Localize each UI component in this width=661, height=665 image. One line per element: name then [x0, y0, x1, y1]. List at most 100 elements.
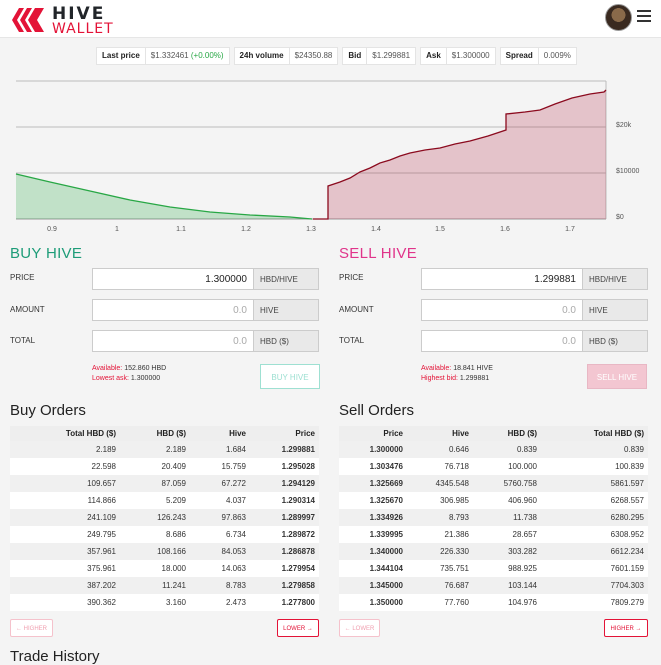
sell-orders-prev-button[interactable]: ← LOWER [339, 619, 380, 637]
table-row[interactable]: 1.303476 76.718 100.000 100.839 [339, 458, 648, 475]
table-cell: 11.241 [120, 577, 190, 594]
table-row[interactable]: 375.961 18.000 14.063 1.279954 [10, 560, 319, 577]
table-cell: 1.350000 [339, 594, 407, 611]
sell-hive-title: SELL HIVE [339, 245, 418, 262]
table-row[interactable]: 387.202 11.241 8.783 1.279858 [10, 577, 319, 594]
table-row[interactable]: 109.657 87.059 67.272 1.294129 [10, 475, 319, 492]
table-cell: 8.686 [120, 526, 190, 543]
hive-wallet-logo[interactable]: HIVE WALLET [10, 4, 130, 37]
sell-hive-button[interactable]: SELL HIVE [587, 364, 647, 389]
table-cell: 2.473 [190, 594, 250, 611]
column-header: Total HBD ($) [10, 426, 120, 441]
column-header: HBD ($) [120, 426, 190, 441]
table-cell: 1.277800 [250, 594, 319, 611]
column-header: Hive [190, 426, 250, 441]
table-row[interactable]: 2.189 2.189 1.684 1.299881 [10, 441, 319, 458]
table-row[interactable]: 1.300000 0.646 0.839 0.839 [339, 441, 648, 458]
table-cell: 15.759 [190, 458, 250, 475]
table-cell: 1.344104 [339, 560, 407, 577]
sell-total-input[interactable]: 0.0 [421, 330, 583, 352]
table-cell: 375.961 [10, 560, 120, 577]
sell-available-value[interactable]: 18.841 HIVE [453, 365, 493, 372]
table-cell: 22.598 [10, 458, 120, 475]
table-row[interactable]: 357.961 108.166 84.053 1.286878 [10, 543, 319, 560]
buy-amount-input[interactable]: 0.0 [92, 299, 254, 321]
x-tick-label: 1.3 [306, 226, 316, 233]
buy-available-label: Available: [92, 365, 123, 372]
table-row[interactable]: 249.795 8.686 6.734 1.289872 [10, 526, 319, 543]
sell-orders-next-button[interactable]: HIGHER → [604, 619, 648, 637]
table-cell: 14.063 [190, 560, 250, 577]
sell-price-unit: HBD/HIVE [583, 268, 648, 290]
sell-amount-unit: HIVE [583, 299, 648, 321]
table-cell: 1.325670 [339, 492, 407, 509]
buy-available-value[interactable]: 152.860 HBD [124, 365, 167, 372]
table-row[interactable]: 1.350000 77.760 104.976 7809.279 [339, 594, 648, 611]
table-cell: 28.657 [473, 526, 541, 543]
table-row[interactable]: 1.339995 21.386 28.657 6308.952 [339, 526, 648, 543]
table-cell: 4345.548 [407, 475, 473, 492]
table-row[interactable]: 1.325669 4345.548 5760.758 5861.597 [339, 475, 648, 492]
buy-price-label: PRICE [10, 273, 35, 282]
sell-highest-bid-value[interactable]: 1.299881 [459, 375, 490, 382]
table-row[interactable]: 1.334926 8.793 11.738 6280.295 [339, 509, 648, 526]
sell-amount-input[interactable]: 0.0 [421, 299, 583, 321]
buy-lowest-ask-value[interactable]: 1.300000 [130, 375, 161, 382]
sell-price-label: PRICE [339, 273, 364, 282]
buy-orders-next-button[interactable]: LOWER → [277, 619, 319, 637]
buy-hive-button[interactable]: BUY HIVE [260, 364, 320, 389]
ticker-spread-value: 0.009% [538, 47, 577, 65]
table-cell: 1.684 [190, 441, 250, 458]
y-tick-label: $20k [616, 122, 632, 129]
table-cell: 1.340000 [339, 543, 407, 560]
x-tick-label: 1.6 [500, 226, 510, 233]
buy-orders-prev-button[interactable]: ← HIGHER [10, 619, 53, 637]
table-cell: 0.839 [473, 441, 541, 458]
table-row[interactable]: 390.362 3.160 2.473 1.277800 [10, 594, 319, 611]
table-cell: 1.325669 [339, 475, 407, 492]
top-bar: HIVE WALLET [0, 0, 661, 38]
table-cell: 7601.159 [541, 560, 648, 577]
table-cell: 97.863 [190, 509, 250, 526]
table-row[interactable]: 22.598 20.409 15.759 1.295028 [10, 458, 319, 475]
x-tick-label: 1.2 [241, 226, 251, 233]
table-row[interactable]: 1.325670 306.985 406.960 6268.557 [339, 492, 648, 509]
table-cell: 1.303476 [339, 458, 407, 475]
table-row[interactable]: 114.866 5.209 4.037 1.290314 [10, 492, 319, 509]
logo-text-hive: HIVE [52, 4, 106, 24]
table-cell: 109.657 [10, 475, 120, 492]
column-header: Price [339, 426, 407, 441]
table-cell: 1.294129 [250, 475, 319, 492]
table-cell: 11.738 [473, 509, 541, 526]
table-cell: 100.839 [541, 458, 648, 475]
table-cell: 5861.597 [541, 475, 648, 492]
sell-price-input[interactable]: 1.299881 [421, 268, 583, 290]
table-row[interactable]: 1.344104 735.751 988.925 7601.159 [339, 560, 648, 577]
y-tick-label: $10000 [616, 168, 639, 175]
table-cell: 21.386 [407, 526, 473, 543]
buy-total-unit: HBD ($) [254, 330, 319, 352]
table-cell: 6308.952 [541, 526, 648, 543]
market-ticker: Last price $1.332461 (+0.00%) 24h volume… [96, 47, 581, 65]
sell-available-label: Available: [421, 365, 452, 372]
table-cell: 20.409 [120, 458, 190, 475]
ticker-bid-value: $1.299881 [367, 47, 417, 65]
table-cell: 126.243 [120, 509, 190, 526]
menu-icon[interactable] [637, 10, 651, 24]
buy-total-input[interactable]: 0.0 [92, 330, 254, 352]
sell-orders-table: Price Hive HBD ($) Total HBD ($) 1.30000… [339, 426, 648, 611]
table-row[interactable]: 241.109 126.243 97.863 1.289997 [10, 509, 319, 526]
table-cell: 303.282 [473, 543, 541, 560]
table-cell: 1.339995 [339, 526, 407, 543]
buy-orders-title: Buy Orders [10, 402, 86, 419]
buy-price-input[interactable]: 1.300000 [92, 268, 254, 290]
table-cell: 2.189 [10, 441, 120, 458]
hive-logo-icon [12, 8, 44, 32]
buy-amount-label: AMOUNT [10, 305, 45, 314]
y-tick-label: $0 [616, 214, 624, 221]
table-row[interactable]: 1.340000 226.330 303.282 6612.234 [339, 543, 648, 560]
table-row[interactable]: 1.345000 76.687 103.144 7704.303 [339, 577, 648, 594]
buy-amount-unit: HIVE [254, 299, 319, 321]
table-cell: 0.839 [541, 441, 648, 458]
user-avatar[interactable] [605, 4, 632, 31]
